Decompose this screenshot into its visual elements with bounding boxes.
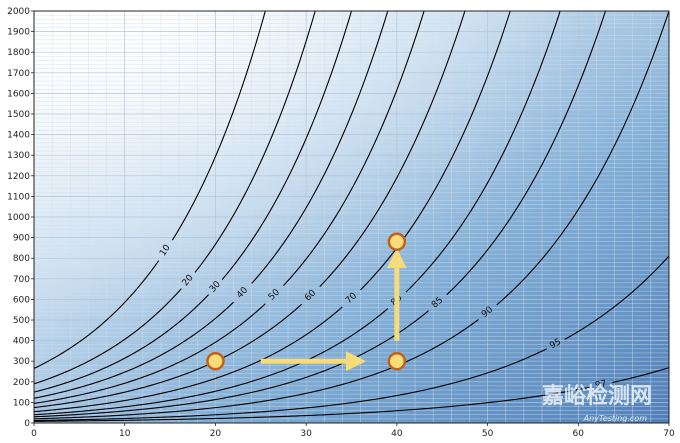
- contour-line: [34, 308, 389, 416]
- contour-label: 95: [548, 337, 563, 351]
- y-tick-label: 400: [13, 337, 30, 347]
- x-tick-label: 50: [482, 429, 494, 439]
- y-tick-label: 1900: [7, 28, 30, 38]
- contour-line: [194, 11, 316, 273]
- contour-line: [251, 11, 389, 284]
- y-tick-label: 1100: [7, 192, 30, 202]
- y-tick-label: 1700: [7, 69, 30, 79]
- x-tick-label: 60: [573, 429, 585, 439]
- x-tick-label: 0: [31, 429, 37, 439]
- grid: [34, 11, 669, 423]
- contour-line: [34, 294, 210, 393]
- y-tick-label: 500: [13, 316, 30, 326]
- data-point: [387, 351, 407, 371]
- contour-line: [171, 11, 266, 241]
- contour-line: [34, 386, 590, 422]
- y-tick-label: 700: [13, 275, 30, 285]
- y-tick-label: 1400: [7, 131, 30, 141]
- x-tick-label: 10: [119, 429, 131, 439]
- contour-line: [564, 255, 669, 340]
- y-tick-label: 1800: [7, 48, 30, 58]
- x-tick-label: 20: [210, 429, 222, 439]
- contour-line: [283, 11, 425, 287]
- annotations: [206, 232, 407, 372]
- contour-line: [221, 11, 353, 280]
- y-axis: 0 100 200 300 400 500 600 700 800 900 1000 1100 1200…: [7, 7, 34, 429]
- contour-label: 97: [594, 379, 607, 391]
- y-tick-label: 1000: [7, 213, 30, 223]
- contour-line: [446, 11, 607, 296]
- x-axis: 0 10 20 30 40 50 60 70: [31, 423, 675, 439]
- y-tick-label: 0: [24, 419, 30, 429]
- y-tick-label: 1500: [7, 110, 30, 120]
- contour-line: [34, 288, 182, 385]
- plot-area: 102030405060708085909597: [33, 10, 670, 424]
- contour-line: [612, 367, 669, 384]
- contour-line: [34, 348, 547, 422]
- watermark-cn: 嘉峪检测网: [542, 383, 652, 409]
- y-tick-label: 1200: [7, 172, 30, 182]
- y-tick-label: 1600: [7, 89, 30, 99]
- y-tick-label: 900: [13, 234, 30, 244]
- y-tick-label: 200: [13, 378, 30, 388]
- watermark-en: AnyTesting.com: [583, 414, 648, 423]
- contour-line: [360, 11, 511, 291]
- contour-line: [34, 306, 343, 413]
- x-tick-label: 70: [663, 429, 675, 439]
- y-tick-label: 1300: [7, 151, 30, 161]
- watermark: 嘉峪检测网 AnyTesting.com: [542, 383, 652, 423]
- x-tick-label: 40: [391, 429, 403, 439]
- data-point: [206, 351, 225, 371]
- x-tick-label: 30: [300, 429, 312, 439]
- contour-line: [319, 11, 466, 288]
- contour-line: [496, 11, 669, 306]
- y-tick-label: 100: [13, 398, 30, 408]
- contour-line: [405, 11, 561, 293]
- y-tick-label: 300: [13, 357, 30, 367]
- data-point: [387, 232, 407, 251]
- contour-line: [34, 301, 234, 399]
- contour-line: [34, 303, 302, 409]
- y-tick-label: 800: [13, 254, 30, 264]
- y-tick-label: 600: [13, 295, 30, 305]
- contour-line: [34, 303, 266, 404]
- contour-line: [34, 260, 160, 369]
- y-tick-label: 2000: [7, 7, 30, 17]
